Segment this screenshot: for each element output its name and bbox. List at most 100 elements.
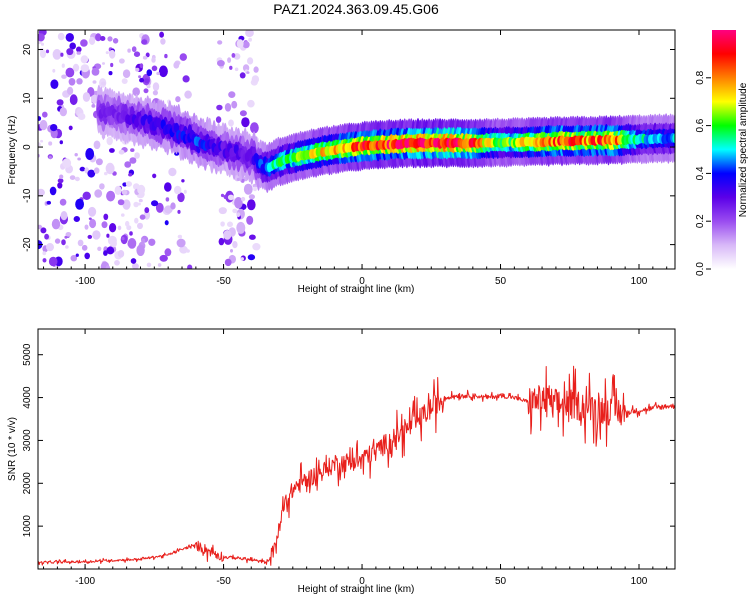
noise-speckle — [69, 42, 76, 50]
noise-speckle — [125, 181, 132, 187]
noise-speckle — [101, 221, 108, 229]
noise-speckle — [217, 60, 225, 67]
spectrogram-y-tick-label: -10 — [22, 188, 33, 203]
noise-speckle — [142, 55, 148, 60]
noise-speckle — [117, 225, 122, 231]
noise-speckle — [82, 92, 91, 102]
noise-speckle — [65, 67, 75, 78]
noise-speckle — [233, 53, 241, 60]
noise-speckle — [139, 77, 145, 83]
noise-speckle — [174, 185, 182, 195]
noise-speckle — [51, 218, 61, 230]
noise-speckle — [130, 148, 135, 153]
noise-speckle — [108, 71, 113, 76]
noise-speckle — [127, 48, 131, 53]
noise-speckle — [164, 248, 172, 257]
noise-speckle — [125, 220, 130, 227]
noise-speckle — [105, 162, 115, 175]
noise-speckle — [68, 125, 73, 131]
snr-y-tick-label: 5000 — [22, 343, 33, 366]
noise-speckle — [179, 53, 187, 61]
noise-speckle — [59, 198, 67, 206]
noise-speckle — [218, 207, 227, 215]
noise-speckle — [164, 53, 168, 59]
noise-speckle — [177, 192, 185, 203]
noise-speckle — [122, 199, 131, 210]
noise-speckle — [84, 224, 89, 230]
noise-speckle — [66, 48, 74, 56]
noise-speckle — [129, 157, 137, 164]
noise-speckle — [130, 258, 137, 264]
noise-speckle — [246, 71, 250, 74]
noise-speckle — [48, 256, 58, 267]
noise-speckle — [62, 158, 72, 168]
noise-speckle — [146, 84, 151, 89]
noise-speckle — [38, 33, 45, 42]
noise-speckle — [88, 206, 97, 217]
noise-speckle — [65, 245, 69, 249]
noise-speckle — [160, 38, 166, 45]
noise-speckle — [112, 38, 119, 44]
snr-x-tick-label: 100 — [631, 576, 648, 587]
noise-speckle — [131, 46, 137, 53]
noise-speckle — [105, 265, 111, 269]
noise-speckle — [109, 49, 116, 59]
noise-speckle — [139, 63, 144, 69]
noise-speckle — [236, 212, 241, 218]
noise-speckle — [151, 200, 159, 207]
noise-speckle — [38, 224, 43, 230]
noise-speckle — [231, 53, 236, 58]
noise-speckle — [42, 258, 47, 263]
noise-speckle — [141, 39, 148, 45]
noise-speckle — [137, 222, 143, 230]
noise-speckle — [67, 86, 74, 95]
colorbar-tick-label: 0.8 — [695, 70, 706, 84]
noise-speckle — [155, 202, 164, 213]
noise-speckle — [103, 250, 108, 256]
noise-speckle — [177, 209, 181, 214]
spectrogram-heatmap — [38, 30, 675, 269]
noise-speckle — [186, 249, 190, 253]
noise-speckle — [117, 250, 125, 258]
snr-x-tick-label: -50 — [216, 576, 231, 587]
spectrogram-ylabel: Frequency (Hz) — [7, 116, 18, 185]
noise-speckle — [89, 36, 96, 46]
noise-speckle — [137, 202, 141, 206]
noise-speckle — [121, 78, 128, 84]
noise-speckle — [77, 113, 86, 120]
noise-speckle — [247, 254, 256, 261]
noise-speckle — [131, 263, 139, 269]
noise-speckle — [179, 245, 188, 254]
noise-speckle — [218, 237, 225, 246]
noise-speckle — [227, 57, 232, 63]
noise-speckle — [143, 88, 149, 94]
noise-speckle — [106, 190, 116, 202]
snr-y-tick-label: 1000 — [22, 515, 33, 538]
noise-speckle — [80, 64, 90, 73]
noise-speckle — [187, 264, 193, 269]
noise-speckle — [106, 246, 115, 255]
noise-speckle — [228, 119, 234, 127]
noise-speckle — [138, 199, 143, 203]
noise-speckle — [117, 199, 125, 206]
noise-speckle — [170, 202, 176, 210]
noise-speckle — [135, 67, 140, 72]
noise-speckle — [77, 157, 81, 161]
noise-speckle — [220, 221, 225, 227]
noise-speckle — [76, 51, 81, 55]
snr-y-tick-label: 3000 — [22, 429, 33, 452]
noise-speckle — [61, 239, 66, 246]
noise-speckle — [232, 241, 238, 249]
noise-speckle — [229, 65, 233, 70]
noise-speckle — [41, 42, 44, 46]
noise-speckle — [114, 260, 120, 266]
noise-speckle — [173, 61, 180, 69]
noise-speckle — [145, 52, 150, 58]
noise-speckle — [92, 80, 97, 84]
noise-speckle — [107, 36, 113, 42]
noise-speckle — [175, 96, 181, 103]
noise-speckle — [81, 244, 88, 251]
noise-speckle — [224, 103, 232, 112]
noise-speckle — [50, 124, 58, 132]
noise-speckle — [216, 104, 223, 111]
